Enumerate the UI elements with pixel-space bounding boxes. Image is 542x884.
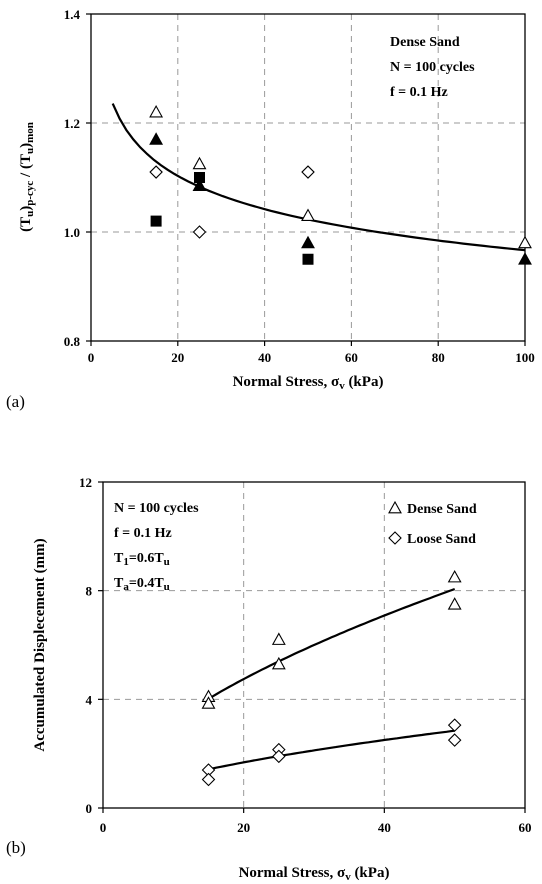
- chart-b-y-tick-label: 8: [86, 584, 93, 599]
- chart-b-point-open-diamond: [201, 772, 216, 787]
- chart-a-point-filled-triangle: [301, 235, 315, 249]
- chart-b-annotation-4: Ta=0.4Tu: [114, 576, 170, 593]
- chart-a-y-axis-title: (Tu)p-cyc / (Tu)mon: [18, 122, 36, 232]
- chart-b-fit-dense: [207, 588, 456, 700]
- chart-b-legend: Dense Sand Loose Sand: [388, 500, 477, 547]
- chart-a-point-filled-square: [194, 172, 205, 183]
- chart-a-fit-curve: [111, 103, 526, 252]
- legend-loose-label: Loose Sand: [407, 532, 476, 547]
- chart-b-y-axis-title: Accumulated Displecement (mm): [32, 538, 48, 751]
- chart-a-annotation-1: Dense Sand: [390, 35, 460, 50]
- chart-a-point-filled-triangle: [518, 252, 532, 265]
- chart-a-point-open-triangle: [149, 104, 164, 118]
- chart-b-x-tick-label: 40: [378, 820, 391, 835]
- chart-a-x-tick-label: 0: [88, 350, 95, 365]
- chart-b-y-tick-label: 12: [79, 475, 92, 490]
- chart-b-x-tick-label: 0: [100, 820, 107, 835]
- chart-a-point-open-diamond: [192, 225, 207, 239]
- chart-a-panel-label: (a): [6, 392, 25, 411]
- chart-a-y-tick-label: 1.0: [64, 225, 80, 240]
- chart-a: 0 20 40 60 80 100 0.8 1.0 1.2 1.4 Dense Sand N = …: [6, 7, 535, 411]
- chart-b-point-open-triangle: [271, 656, 286, 670]
- chart-a-x-tick-label: 40: [258, 350, 271, 365]
- chart-a-point-open-triangle: [518, 235, 532, 249]
- chart-b-point-open-diamond: [447, 733, 462, 747]
- chart-b-point-open-triangle: [447, 597, 462, 610]
- chart-b-point-open-diamond: [447, 718, 462, 732]
- chart-a-point-filled-square: [302, 253, 314, 265]
- legend-dense-label: Dense Sand: [407, 502, 477, 517]
- legend-loose-marker: [388, 531, 402, 545]
- chart-a-ticks: 0 20 40 60 80 100 0.8 1.0 1.2 1.4: [64, 7, 535, 365]
- chart-b-frame: [102, 481, 526, 809]
- chart-a-points: [149, 104, 532, 265]
- chart-b-annotation-2: f = 0.1 Hz: [114, 526, 172, 541]
- chart-b-y-tick-label: 0: [86, 801, 93, 816]
- chart-a-point-open-triangle: [192, 156, 207, 170]
- chart-a-point-open-diamond: [149, 165, 163, 179]
- chart-a-frame: [90, 13, 526, 342]
- chart-a-point-filled-square: [150, 215, 162, 227]
- chart-a-x-axis-title: Normal Stress, σv (kPa): [233, 374, 384, 392]
- chart-b: 0 20 40 60 0 4 8 12 N = 100 cycles f = 0.1 Hz T…: [6, 475, 532, 883]
- chart-b-x-axis-title: Normal Stress, σv (kPa): [239, 865, 390, 883]
- chart-b-fit-loose: [208, 729, 455, 771]
- chart-a-annotation-3: f = 0.1 Hz: [390, 85, 448, 100]
- chart-a-point-filled-triangle: [192, 178, 207, 192]
- chart-b-ticks: 0 20 40 60 0 4 8 12: [79, 475, 532, 835]
- chart-b-panel-label: (b): [6, 838, 26, 857]
- chart-a-x-tick-label: 20: [171, 350, 184, 365]
- chart-a-x-tick-label: 100: [515, 350, 535, 365]
- chart-a-annotation-2: N = 100 cycles: [390, 60, 475, 75]
- chart-b-point-open-triangle: [201, 696, 216, 709]
- chart-a-point-open-diamond: [301, 165, 315, 179]
- chart-a-x-tick-label: 60: [345, 350, 358, 365]
- chart-b-points: [201, 569, 462, 787]
- chart-b-point-open-triangle: [271, 632, 286, 645]
- chart-a-x-tick-label: 80: [432, 350, 445, 365]
- chart-b-x-tick-label: 60: [519, 820, 532, 835]
- chart-b-annotation-3: T1=0.6Tu: [114, 551, 170, 568]
- chart-b-x-tick-label: 20: [237, 820, 250, 835]
- chart-a-point-open-triangle: [301, 208, 315, 221]
- chart-a-point-filled-triangle: [149, 132, 164, 145]
- chart-a-y-tick-label: 0.8: [64, 334, 81, 349]
- chart-a-y-tick-label: 1.2: [64, 116, 80, 131]
- chart-b-grid: [103, 482, 525, 808]
- legend-loose-icon: [388, 531, 402, 545]
- chart-b-y-tick-label: 4: [86, 692, 93, 707]
- chart-b-point-open-diamond: [272, 749, 286, 764]
- chart-b-annotation-1: N = 100 cycles: [114, 501, 199, 516]
- legend-dense-marker: [388, 500, 402, 514]
- chart-a-y-tick-label: 1.4: [64, 7, 81, 22]
- legend-dense-icon: [388, 500, 402, 514]
- chart-b-point-open-triangle: [447, 569, 462, 583]
